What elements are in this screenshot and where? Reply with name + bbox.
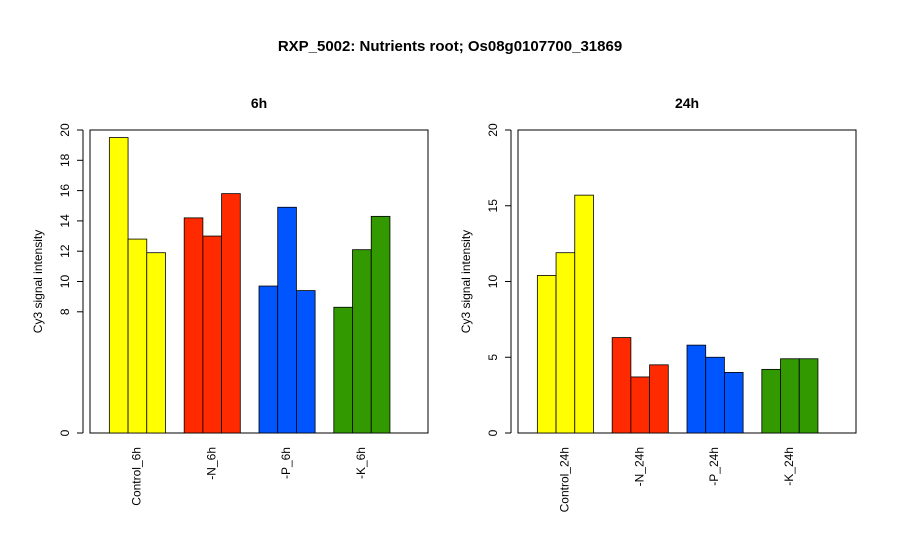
y-tick-label: 12: [58, 244, 72, 258]
chart-panel-24h: 24h 0 5 10 15 20 Cy3 signal intensity Control_2…: [459, 95, 857, 512]
x-tick-label: -K_6h: [354, 447, 368, 479]
bar: [705, 356, 725, 434]
bar: [146, 252, 166, 434]
bar: [798, 358, 819, 434]
bar: [555, 252, 576, 434]
y-tick-label: 18: [58, 153, 72, 167]
x-tick-label: Control_6h: [130, 447, 144, 506]
bar: [370, 215, 391, 434]
bar: [780, 358, 800, 434]
bar: [686, 344, 707, 434]
y-tick-label: 20: [58, 123, 72, 137]
x-tick-label: -K_24h: [782, 447, 796, 486]
y-axis-label: Cy3 signal intensity: [31, 230, 45, 333]
bar: [649, 364, 669, 434]
bar: [296, 290, 316, 434]
y-axis-label: Cy3 signal intensity: [459, 230, 473, 333]
y-tick-label: 20: [486, 123, 500, 137]
bar: [536, 275, 557, 434]
bar: [333, 306, 353, 434]
bar: [221, 193, 241, 434]
panel-title: 24h: [675, 95, 699, 111]
bar: [761, 368, 781, 434]
x-tick-label: -P_24h: [707, 447, 721, 486]
y-tick-label: 10: [486, 275, 500, 289]
y-tick-label: 10: [58, 275, 72, 289]
x-tick-label: -P_6h: [279, 447, 293, 479]
main-title: RXP_5002: Nutrients root; Os08g0107700_3…: [277, 38, 623, 55]
chart-panel-6h: 6h 0 8 10 12 14 16 18 20 Cy3 signal intensity Cont…: [31, 95, 429, 506]
bar: [352, 249, 372, 434]
bar: [724, 371, 744, 434]
bar: [574, 194, 594, 434]
bar: [183, 217, 204, 434]
y-tick-label: 8: [58, 308, 72, 315]
y-tick-label: 14: [58, 214, 72, 228]
x-tick-label: Control_24h: [558, 447, 572, 512]
x-tick-label: -N_6h: [204, 447, 218, 480]
y-tick-label: 15: [486, 199, 500, 213]
x-tick-label: -N_24h: [632, 447, 646, 486]
y-tick-label: 0: [58, 429, 72, 436]
panel-title: 6h: [251, 95, 267, 111]
bar: [277, 206, 297, 434]
bar: [258, 285, 279, 434]
bar: [630, 376, 650, 434]
bar: [611, 337, 632, 434]
y-tick-label: 0: [486, 429, 500, 436]
y-tick-label: 5: [486, 354, 500, 361]
bar: [127, 238, 148, 434]
y-tick-label: 16: [58, 184, 72, 198]
bar: [108, 137, 129, 434]
bar: [202, 235, 222, 434]
